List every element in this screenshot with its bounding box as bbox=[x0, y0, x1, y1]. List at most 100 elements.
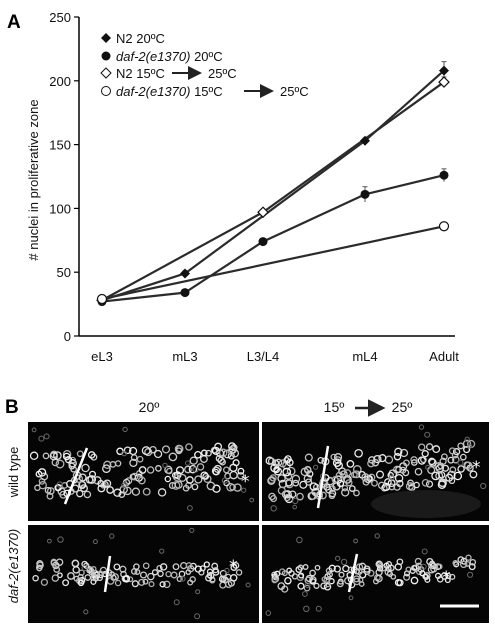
column-title-25: 25º bbox=[392, 399, 413, 415]
nucleus bbox=[447, 456, 455, 464]
nucleus bbox=[166, 467, 173, 475]
nucleus bbox=[151, 569, 159, 576]
nucleus bbox=[428, 458, 437, 467]
nucleus bbox=[336, 580, 344, 588]
nucleus bbox=[331, 476, 339, 484]
legend-label-n2-shift-to: 25ºC bbox=[208, 66, 237, 81]
data-point-diamond bbox=[360, 135, 370, 146]
nucleus bbox=[467, 443, 473, 449]
nucleus bbox=[431, 471, 440, 481]
nucleus bbox=[32, 574, 39, 582]
panel-b-label: B bbox=[5, 397, 19, 418]
nucleus bbox=[67, 572, 75, 580]
series-line bbox=[101, 225, 445, 301]
nucleus bbox=[296, 492, 304, 501]
nucleus bbox=[421, 548, 428, 555]
y-tick-label: 0 bbox=[64, 329, 71, 344]
nucleus bbox=[376, 561, 384, 569]
nucleus bbox=[457, 465, 465, 473]
nucleus bbox=[355, 567, 363, 576]
nucleus bbox=[188, 464, 198, 474]
nucleus bbox=[37, 468, 47, 477]
nucleus bbox=[137, 476, 146, 485]
nucleus bbox=[352, 470, 361, 479]
nucleus bbox=[412, 564, 420, 572]
nucleus bbox=[62, 579, 70, 587]
nucleus bbox=[420, 456, 427, 464]
nucleus bbox=[449, 466, 457, 474]
nucleus bbox=[109, 533, 115, 539]
nucleus bbox=[84, 574, 92, 581]
nucleus bbox=[405, 482, 414, 491]
nucleus bbox=[237, 467, 245, 475]
data-point-circle bbox=[360, 189, 370, 199]
nucleus bbox=[53, 566, 61, 573]
nucleus bbox=[427, 466, 436, 475]
nucleus bbox=[57, 536, 64, 543]
nucleus bbox=[335, 471, 344, 480]
data-point-diamond bbox=[438, 76, 450, 88]
nucleus bbox=[363, 565, 371, 573]
nucleus bbox=[296, 536, 303, 544]
line-chart: 0 50 100 150 200 250 eL3 mL3 L3/L4 mL4 Adult # nu… bbox=[26, 10, 459, 364]
nucleus bbox=[121, 450, 127, 457]
nucleus bbox=[350, 471, 358, 479]
series-line bbox=[101, 69, 445, 302]
row-label-wild-type: wild type bbox=[6, 447, 21, 499]
legend-label-n2-20: N2 20ºC bbox=[116, 31, 165, 46]
data-point-diamond bbox=[439, 65, 449, 76]
nucleus bbox=[81, 564, 88, 572]
nucleus bbox=[43, 433, 50, 440]
nucleus bbox=[203, 561, 210, 568]
nucleus bbox=[304, 576, 313, 585]
panel-a-label: A bbox=[7, 12, 21, 33]
nucleus bbox=[394, 578, 403, 587]
nucleus bbox=[130, 472, 139, 481]
nucleus bbox=[292, 497, 299, 505]
micrograph-daf2-20: * bbox=[28, 525, 259, 623]
nucleus bbox=[123, 446, 132, 455]
nucleus bbox=[97, 479, 105, 487]
x-tick-label: eL3 bbox=[91, 349, 113, 364]
nucleus bbox=[191, 483, 199, 491]
nucleus bbox=[374, 533, 380, 539]
nucleus bbox=[384, 568, 393, 576]
nucleus bbox=[31, 427, 37, 433]
nucleus bbox=[186, 476, 194, 484]
nucleus bbox=[142, 578, 149, 585]
nucleus bbox=[274, 458, 283, 467]
data-point-circle bbox=[96, 293, 108, 305]
nucleus bbox=[459, 560, 468, 569]
nucleus bbox=[271, 577, 278, 584]
nucleus bbox=[313, 464, 319, 470]
data-point-circle bbox=[439, 170, 449, 180]
nucleus bbox=[44, 486, 52, 494]
nucleus bbox=[354, 448, 363, 458]
nucleus bbox=[172, 563, 180, 571]
nucleus bbox=[375, 470, 385, 479]
nucleus bbox=[220, 576, 227, 583]
nucleus bbox=[122, 575, 131, 583]
nucleus bbox=[378, 454, 387, 463]
nucleus bbox=[441, 453, 448, 461]
nucleus bbox=[40, 578, 49, 586]
nucleus bbox=[187, 505, 193, 511]
data-point-circle bbox=[258, 237, 268, 247]
y-axis-label: # nuclei in proliferative zone bbox=[26, 99, 41, 260]
nucleus bbox=[298, 572, 305, 579]
nucleus bbox=[138, 466, 147, 474]
nucleus bbox=[348, 485, 356, 492]
nucleus bbox=[213, 464, 222, 473]
nucleus bbox=[215, 454, 223, 463]
distal-tip-asterisk: * bbox=[442, 568, 451, 588]
svg-text:daf-2(e1370) 15ºC: daf-2(e1370) 15ºC bbox=[116, 84, 223, 99]
nucleus bbox=[425, 443, 434, 451]
nucleus bbox=[361, 473, 370, 482]
nucleus bbox=[292, 504, 298, 510]
nucleus bbox=[81, 560, 88, 568]
nucleus bbox=[303, 605, 310, 612]
nucleus bbox=[40, 472, 49, 481]
nucleus bbox=[159, 548, 165, 554]
nucleus bbox=[315, 605, 322, 612]
nucleus bbox=[304, 478, 313, 486]
